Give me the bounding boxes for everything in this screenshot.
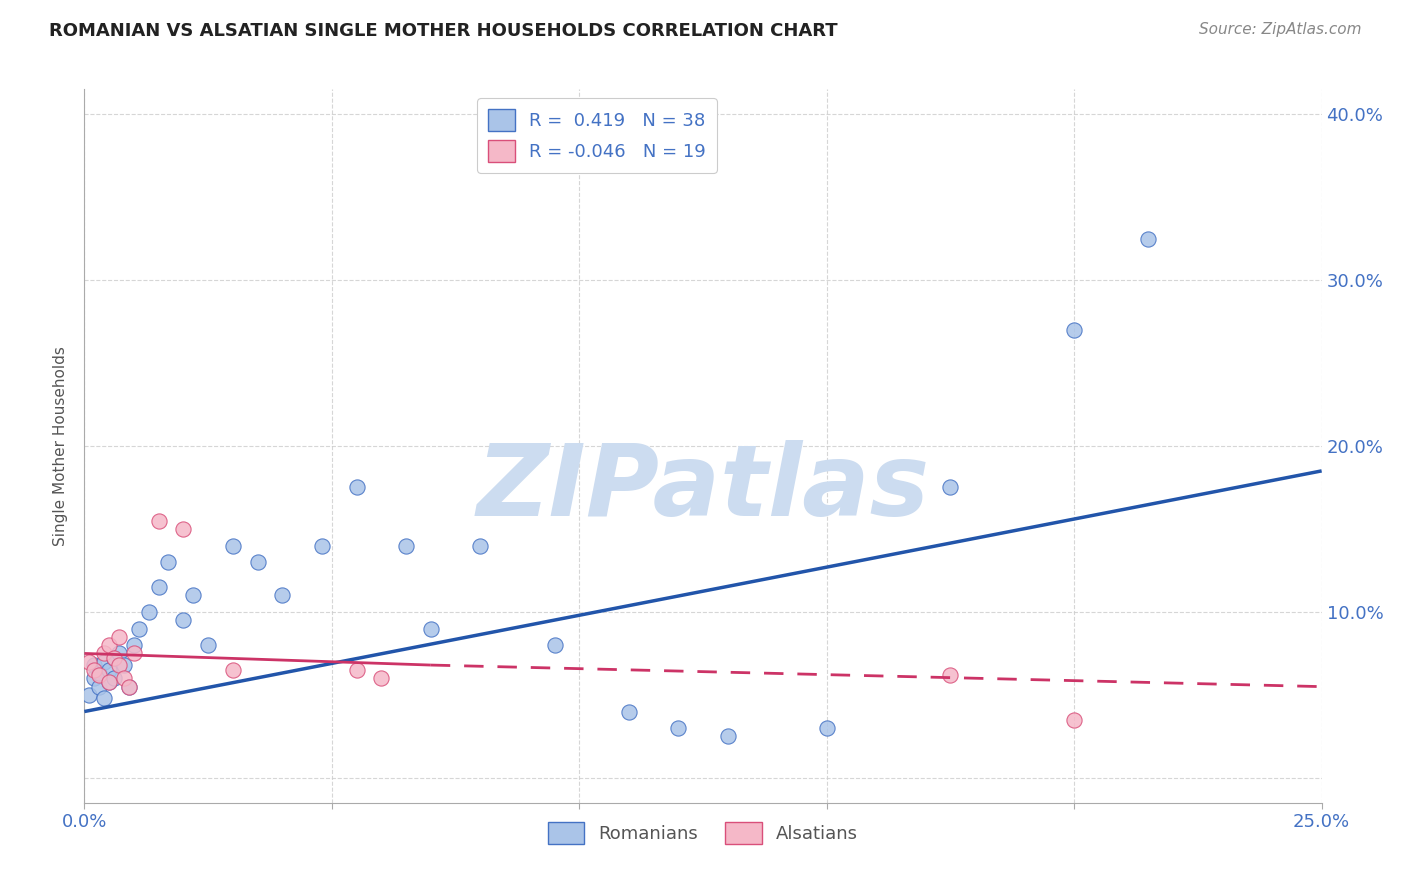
Point — [89, 680, 111, 694]
Point — [197, 638, 219, 652]
Point — [346, 663, 368, 677]
Point — [1137, 231, 1160, 245]
Point — [93, 647, 115, 661]
Point — [311, 539, 333, 553]
Point — [98, 674, 121, 689]
Point — [148, 580, 170, 594]
Point — [103, 651, 125, 665]
Point — [83, 663, 105, 677]
Point — [939, 481, 962, 495]
Point — [157, 555, 180, 569]
Point — [617, 705, 640, 719]
Point — [419, 622, 441, 636]
Point — [395, 539, 418, 553]
Point — [172, 522, 194, 536]
Point — [122, 638, 145, 652]
Point — [222, 663, 245, 677]
Legend: Romanians, Alsatians: Romanians, Alsatians — [541, 814, 865, 851]
Point — [93, 691, 115, 706]
Point — [89, 666, 111, 681]
Point — [79, 655, 101, 669]
Text: Source: ZipAtlas.com: Source: ZipAtlas.com — [1198, 22, 1361, 37]
Point — [543, 638, 565, 652]
Point — [939, 668, 962, 682]
Point — [79, 688, 101, 702]
Point — [271, 588, 294, 602]
Point — [108, 630, 131, 644]
Point — [181, 588, 204, 602]
Text: ROMANIAN VS ALSATIAN SINGLE MOTHER HOUSEHOLDS CORRELATION CHART: ROMANIAN VS ALSATIAN SINGLE MOTHER HOUSE… — [49, 22, 838, 40]
Point — [93, 655, 115, 669]
Point — [470, 539, 492, 553]
Point — [1063, 323, 1085, 337]
Point — [1063, 713, 1085, 727]
Point — [128, 622, 150, 636]
Point — [666, 721, 689, 735]
Point — [138, 605, 160, 619]
Point — [118, 680, 141, 694]
Point — [89, 668, 111, 682]
Point — [83, 671, 105, 685]
Point — [346, 481, 368, 495]
Point — [148, 514, 170, 528]
Text: ZIPatlas: ZIPatlas — [477, 441, 929, 537]
Point — [118, 680, 141, 694]
Point — [815, 721, 838, 735]
Point — [98, 663, 121, 677]
Point — [98, 674, 121, 689]
Point — [83, 658, 105, 673]
Point — [246, 555, 269, 569]
Point — [122, 647, 145, 661]
Point — [112, 658, 135, 673]
Point — [103, 651, 125, 665]
Point — [98, 638, 121, 652]
Point — [108, 658, 131, 673]
Point — [222, 539, 245, 553]
Point — [370, 671, 392, 685]
Point — [172, 613, 194, 627]
Point — [108, 647, 131, 661]
Point — [112, 671, 135, 685]
Y-axis label: Single Mother Households: Single Mother Households — [53, 346, 69, 546]
Point — [103, 671, 125, 685]
Point — [717, 730, 740, 744]
